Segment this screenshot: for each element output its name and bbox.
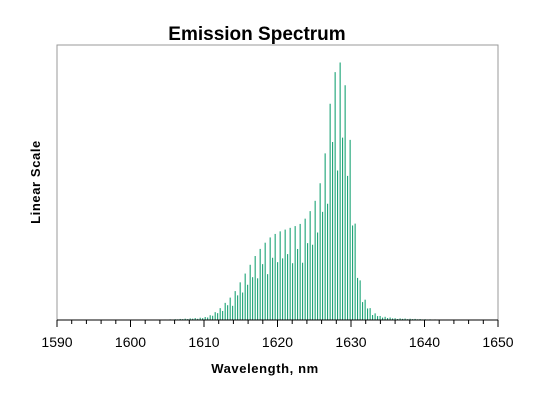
- chart-title: Emission Spectrum: [168, 24, 345, 45]
- x-tick-label: 1630: [335, 334, 366, 350]
- x-axis-label: Wavelength, nm: [211, 361, 319, 376]
- x-tick-label: 1620: [262, 334, 293, 350]
- x-tick-label: 1640: [409, 334, 440, 350]
- x-tick-label: 1650: [482, 334, 513, 350]
- x-tick-label: 1590: [41, 334, 72, 350]
- y-axis-label: Linear Scale: [28, 140, 43, 224]
- spectrum-series: [147, 62, 469, 320]
- x-tick-label: 1600: [115, 334, 146, 350]
- x-axis-tick-labels: 1590 1600 1610 1620 1630 1640 1650: [41, 334, 513, 350]
- x-axis-ticks: [56, 320, 499, 327]
- x-tick-label: 1610: [188, 334, 219, 350]
